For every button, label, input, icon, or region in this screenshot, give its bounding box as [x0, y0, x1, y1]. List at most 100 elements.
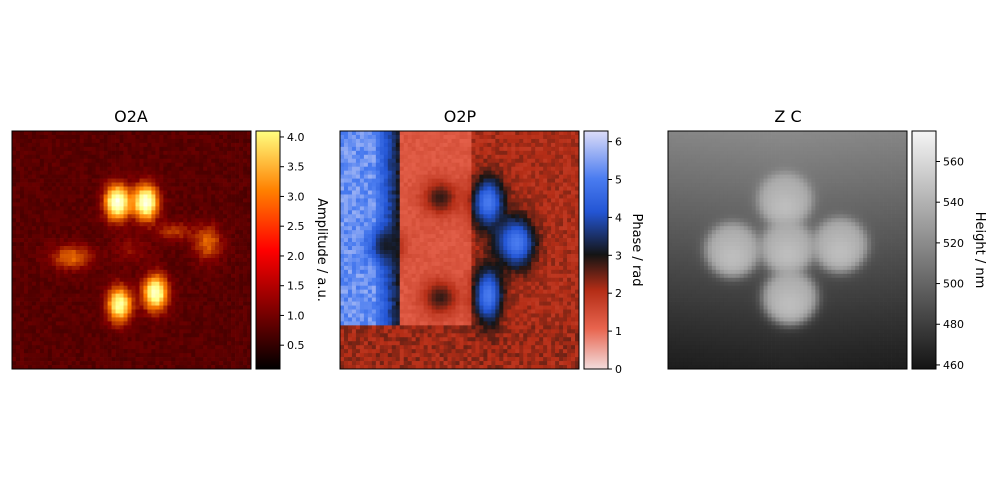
heatmap-cell [475, 198, 479, 202]
heatmap-cell [52, 270, 56, 274]
heatmap-cell [239, 143, 243, 147]
heatmap-cell [243, 183, 247, 187]
heatmap-cell [135, 135, 139, 139]
heatmap-cell [147, 329, 151, 333]
heatmap-cell [48, 194, 52, 198]
heatmap-cell [392, 179, 396, 183]
heatmap-cell [231, 329, 235, 333]
heatmap-cell [159, 159, 163, 163]
heatmap-cell [243, 187, 247, 191]
heatmap-cell [563, 198, 567, 202]
heatmap-cell [559, 147, 563, 151]
heatmap-cell [151, 286, 155, 290]
heatmap-cell [187, 290, 191, 294]
heatmap-cell [392, 218, 396, 222]
heatmap-cell [211, 226, 215, 230]
heatmap-cell [167, 187, 171, 191]
heatmap-cell [139, 222, 143, 226]
heatmap-cell [531, 143, 535, 147]
heatmap-cell [100, 333, 104, 337]
heatmap-cell [551, 147, 555, 151]
heatmap-cell [183, 266, 187, 270]
heatmap-cell [235, 282, 239, 286]
heatmap-cell [72, 187, 76, 191]
heatmap-cell [64, 187, 68, 191]
heatmap-cell [132, 179, 136, 183]
heatmap-cell [116, 167, 120, 171]
heatmap-cell [364, 206, 368, 210]
heatmap-cell [239, 202, 243, 206]
heatmap-cell [364, 143, 368, 147]
heatmap-cell [499, 131, 503, 135]
heatmap-cell [227, 302, 231, 306]
heatmap-cell [44, 329, 48, 333]
heatmap-cell [531, 159, 535, 163]
heatmap-cell [543, 202, 547, 206]
heatmap-cell [471, 183, 475, 187]
heatmap-cell [227, 349, 231, 353]
heatmap-cell [195, 321, 199, 325]
heatmap-cell [128, 274, 132, 278]
heatmap-cell [207, 313, 211, 317]
heatmap-cell [120, 313, 124, 317]
heatmap-cell [40, 167, 44, 171]
heatmap-cell [523, 191, 527, 195]
heatmap-cell [360, 191, 364, 195]
heatmap-cell [116, 135, 120, 139]
heatmap-cell [452, 198, 456, 202]
heatmap-cell [356, 155, 360, 159]
heatmap-cell [147, 294, 151, 298]
heatmap-cell [495, 175, 499, 179]
heatmap-cell [132, 270, 136, 274]
heatmap-cell [344, 214, 348, 218]
heatmap-cell [16, 198, 20, 202]
heatmap-cell [227, 238, 231, 242]
heatmap-cell [163, 191, 167, 195]
heatmap-cell [227, 151, 231, 155]
heatmap-cell [155, 214, 159, 218]
heatmap-cell [191, 163, 195, 167]
heatmap-cell [211, 329, 215, 333]
heatmap-cell [155, 167, 159, 171]
heatmap-cell [171, 143, 175, 147]
heatmap-cell [396, 187, 400, 191]
heatmap-cell [444, 135, 448, 139]
heatmap-cell [151, 242, 155, 246]
heatmap-cell [72, 242, 76, 246]
heatmap-cell [96, 198, 100, 202]
heatmap-cell [463, 171, 467, 175]
heatmap-cell [191, 258, 195, 262]
heatmap-cell [56, 250, 60, 254]
heatmap-cell [135, 250, 139, 254]
heatmap-cell [20, 250, 24, 254]
heatmap-cell [44, 306, 48, 310]
heatmap-cell [68, 294, 72, 298]
heatmap-cell [28, 278, 32, 282]
heatmap-cell [487, 179, 491, 183]
heatmap-cell [175, 167, 179, 171]
heatmap-cell [416, 131, 420, 135]
heatmap-cell [555, 206, 559, 210]
heatmap-cell [48, 198, 52, 202]
heatmap-cell [463, 194, 467, 198]
heatmap-cell [203, 246, 207, 250]
heatmap-cell [503, 179, 507, 183]
heatmap-cell [116, 159, 120, 163]
heatmap-cell [44, 333, 48, 337]
heatmap-cell [392, 194, 396, 198]
heatmap-cell [88, 266, 92, 270]
heatmap-cell [159, 294, 163, 298]
heatmap-cell [187, 179, 191, 183]
heatmap-cell [235, 226, 239, 230]
heatmap-cell [147, 270, 151, 274]
heatmap-cell [135, 198, 139, 202]
heatmap-cell [28, 167, 32, 171]
heatmap-cell [452, 159, 456, 163]
heatmap-cell [12, 198, 16, 202]
heatmap-cell [120, 210, 124, 214]
heatmap-cell [191, 175, 195, 179]
heatmap-cell [112, 361, 116, 365]
heatmap-cell [432, 135, 436, 139]
heatmap-cell [187, 155, 191, 159]
heatmap-cell [48, 175, 52, 179]
